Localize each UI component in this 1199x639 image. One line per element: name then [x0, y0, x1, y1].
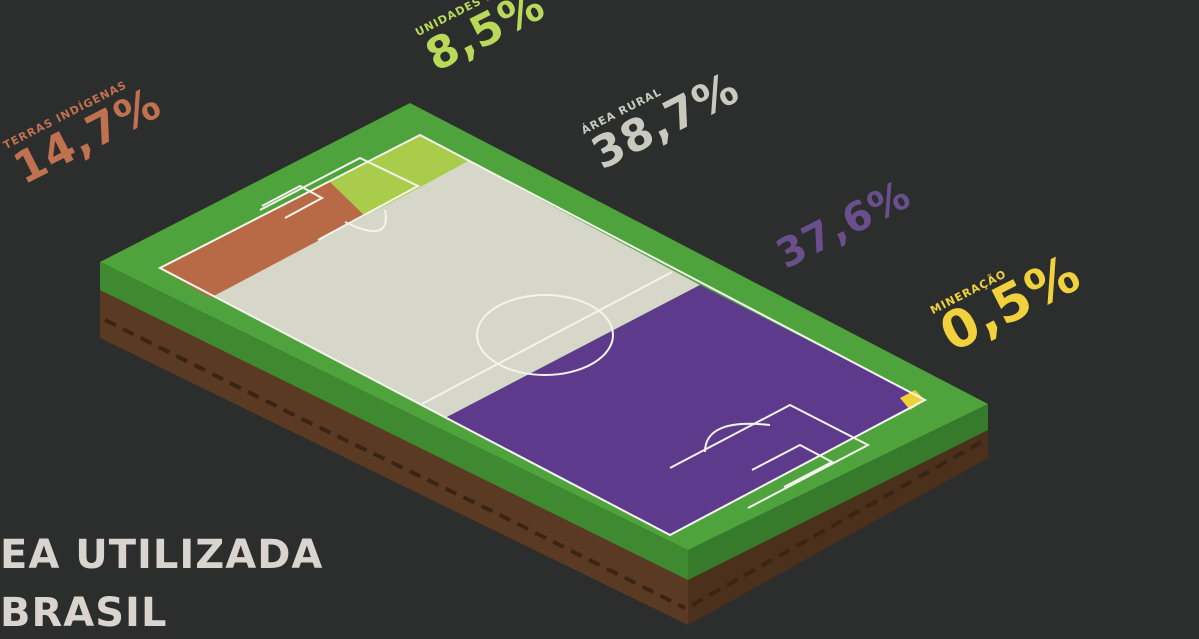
penalty-arc-bottom [704, 422, 771, 453]
soil-texture-2 [691, 438, 986, 607]
halfway-line [419, 271, 673, 406]
segment-mineracao [900, 390, 925, 410]
field-boundary [157, 133, 928, 537]
segment-unidades [350, 135, 470, 198]
goal-area-bottom [751, 443, 835, 488]
page-title-line1: EA UTILIZADA [0, 532, 324, 578]
segment-outros [445, 285, 925, 535]
penalty-area-top [259, 156, 421, 241]
grass-right-side [688, 404, 988, 580]
goal-area-top [261, 184, 325, 219]
soil-left-side [100, 282, 688, 625]
center-circle [476, 294, 614, 376]
grass-left-side [100, 262, 688, 580]
penalty-area-bottom [669, 403, 871, 509]
page-title-line2: BRASIL [0, 590, 168, 636]
penalty-arc-top [344, 209, 387, 232]
soil-texture [104, 318, 686, 610]
segment-terras [160, 182, 365, 298]
